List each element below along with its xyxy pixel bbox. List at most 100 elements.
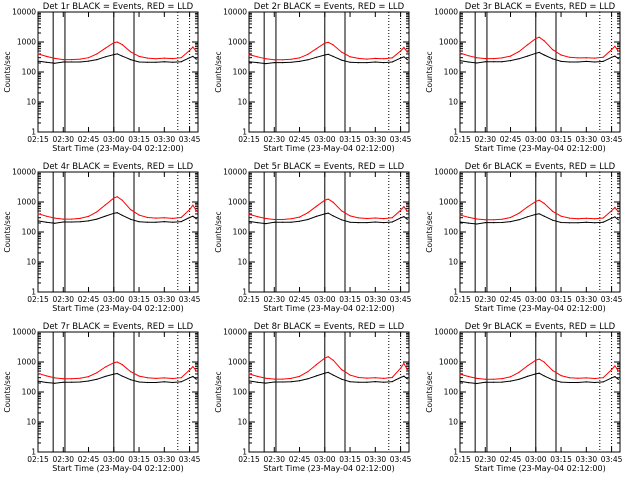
data-point-events [538, 51, 540, 54]
x-tick-label: 03:45 [601, 295, 623, 304]
data-point-events [192, 375, 194, 378]
data-point-events [484, 61, 486, 63]
data-point-lld [543, 40, 545, 42]
data-point-events [265, 382, 267, 384]
x-tick-label: 02:30 [474, 295, 496, 304]
data-point-events [535, 373, 537, 375]
x-tick-label: 02:45 [78, 135, 100, 144]
data-point-lld [568, 377, 571, 379]
data-point-events [324, 54, 326, 56]
data-point-lld [614, 45, 616, 47]
data-point-lld [113, 362, 115, 364]
data-point-events [298, 60, 301, 63]
data-point-lld [282, 59, 284, 61]
data-point-events [366, 381, 368, 383]
data-point-events [374, 381, 376, 383]
x-axis-label: Start Time (23-May-04 02:12:00) [263, 144, 394, 153]
data-point-events [467, 61, 469, 63]
data-point-lld [256, 216, 258, 218]
data-point-lld [121, 364, 123, 366]
plot-frame [459, 11, 621, 133]
data-point-events [273, 221, 275, 223]
data-point-events [62, 61, 64, 63]
data-point-events [138, 61, 140, 63]
plot-frame [37, 11, 199, 133]
data-point-lld [298, 375, 301, 377]
data-point-lld [37, 213, 39, 215]
x-tick-label: 02:15 [238, 455, 260, 464]
chart-title: Det 2r BLACK = Events, RED = LLD [254, 2, 405, 12]
y-tick-label: 100 [444, 388, 459, 397]
data-point-lld [560, 215, 562, 217]
data-point-events [538, 372, 540, 374]
data-point-lld [180, 57, 182, 59]
data-point-lld [265, 377, 267, 379]
data-point-events [96, 378, 98, 380]
data-point-lld [400, 209, 402, 211]
data-point-events [484, 222, 486, 224]
x-tick-label: 02:30 [263, 455, 285, 464]
x-tick-label: 03:45 [601, 135, 623, 144]
data-point-events [138, 381, 140, 383]
chart-title: Det 6r BLACK = Events, RED = LLD [465, 162, 616, 172]
data-point-lld [406, 210, 408, 212]
data-point-events [459, 60, 461, 62]
data-point-events [324, 213, 326, 215]
data-point-lld [96, 211, 98, 213]
data-point-events [163, 381, 165, 383]
data-point-lld [538, 36, 540, 38]
y-tick-label: 10000 [223, 8, 247, 17]
data-point-lld [324, 357, 326, 359]
data-point-lld [493, 378, 495, 380]
data-point-lld [568, 217, 571, 219]
data-point-events [400, 57, 402, 59]
data-point-events [87, 60, 90, 62]
y-tick-label: 1 [31, 288, 36, 297]
data-point-events [155, 381, 157, 384]
y-tick-label: 10 [237, 418, 247, 427]
data-point-events [552, 379, 554, 381]
data-point-lld [357, 57, 360, 60]
x-axis-label: Start Time (23-May-04 02:12:00) [474, 144, 605, 153]
data-point-events [104, 375, 106, 377]
data-point-events [403, 216, 405, 218]
data-point-lld [37, 53, 39, 55]
data-point-events [400, 217, 402, 219]
data-point-events [248, 61, 250, 63]
data-point-lld [192, 366, 194, 368]
data-point-events [611, 56, 613, 58]
data-point-events [538, 213, 540, 215]
x-tick-label: 03:00 [314, 135, 336, 144]
data-point-events [391, 221, 393, 223]
data-point-events [104, 215, 106, 217]
data-point-lld [113, 42, 115, 44]
data-point-events [585, 381, 587, 383]
series-line-lld [459, 36, 619, 60]
data-point-lld [594, 57, 596, 59]
data-point-lld [484, 58, 486, 60]
data-point-lld [341, 51, 343, 53]
y-axis-label: Counts/sec [214, 371, 223, 412]
series-line-events [37, 212, 197, 224]
data-point-lld [459, 52, 461, 54]
data-point-lld [467, 216, 469, 218]
data-point-lld [130, 371, 132, 373]
data-point-events [282, 381, 284, 383]
data-point-events [568, 61, 571, 63]
data-point-events [374, 221, 376, 223]
data-point-events [189, 216, 191, 219]
data-point-lld [518, 371, 520, 373]
y-tick-label: 1000 [228, 358, 247, 367]
x-tick-label: 03:00 [314, 455, 336, 464]
data-point-lld [374, 377, 376, 379]
data-point-events [406, 218, 408, 220]
series-line-lld [459, 358, 619, 380]
data-point-events [602, 381, 604, 383]
data-point-events [383, 381, 385, 383]
data-point-events [273, 381, 275, 383]
x-tick-label: 02:30 [263, 135, 285, 144]
x-tick-label: 03:15 [339, 135, 361, 144]
series-line-lld [37, 196, 197, 220]
data-point-events [374, 61, 376, 63]
